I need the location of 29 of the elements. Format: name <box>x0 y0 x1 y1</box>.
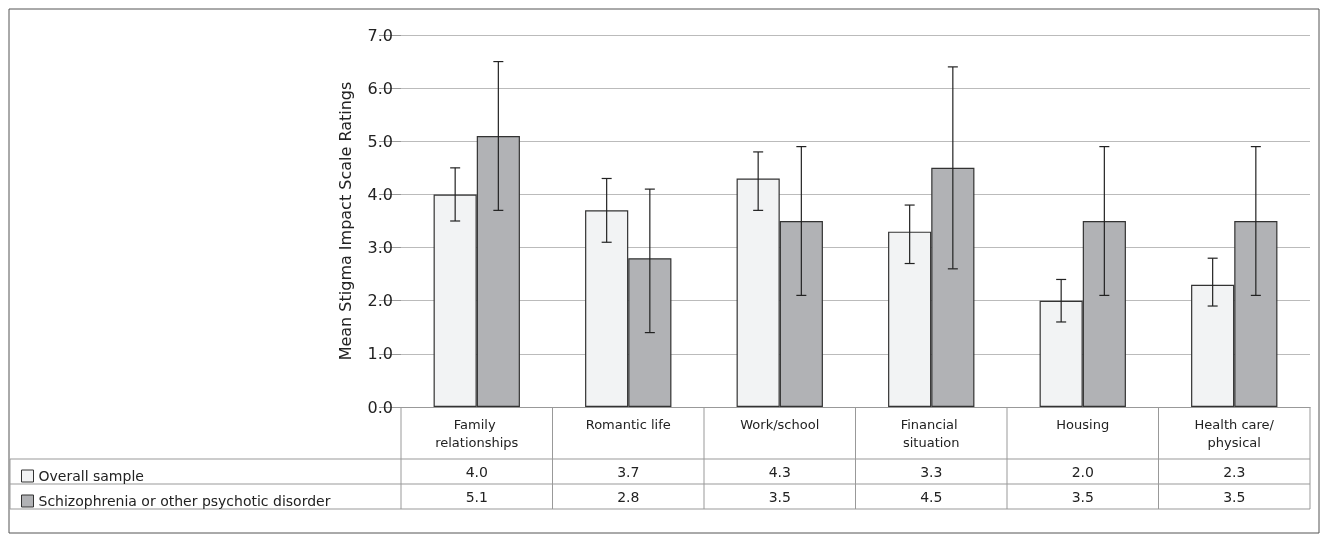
x-tick-label: Work/school <box>740 416 820 432</box>
data-label: 3.3 <box>920 463 943 480</box>
data-label: 3.5 <box>768 488 791 505</box>
y-tick-label: 6.0 <box>367 78 393 98</box>
y-tick-label: 2.0 <box>367 291 393 311</box>
legend-label: Overall sample <box>38 468 144 484</box>
x-tick-label: Family relationships <box>435 416 519 450</box>
x-tick-label: Financial situation <box>900 416 962 450</box>
x-tick-label: Romantic life <box>585 416 671 432</box>
y-tick-label: 4.0 <box>367 184 393 204</box>
y-tick-label: 5.0 <box>367 131 393 151</box>
data-label: 3.5 <box>1071 488 1094 505</box>
data-label: 4.0 <box>465 463 488 480</box>
y-tick-label: 7.0 <box>367 25 393 45</box>
x-tick-label: Housing <box>1056 416 1110 432</box>
y-tick-label: 1.0 <box>367 344 393 364</box>
data-label: 3.5 <box>1223 488 1246 505</box>
data-label: 4.3 <box>768 463 791 480</box>
legend-label: Schizophrenia or other psychotic disorder <box>38 493 331 509</box>
data-label: 2.3 <box>1223 463 1246 480</box>
data-label: 3.7 <box>617 463 640 480</box>
y-tick-label: 3.0 <box>367 238 393 258</box>
x-tick-label: Health care/physical <box>1194 416 1275 450</box>
data-label: 2.8 <box>617 488 640 505</box>
data-label: 4.5 <box>920 488 943 505</box>
data-label: 5.1 <box>465 488 488 505</box>
y-tick-label: 0.0 <box>367 397 393 417</box>
y-axis-title: Mean Stigma Impact Scale Ratings <box>335 81 355 361</box>
data-label: 2.0 <box>1071 463 1094 480</box>
